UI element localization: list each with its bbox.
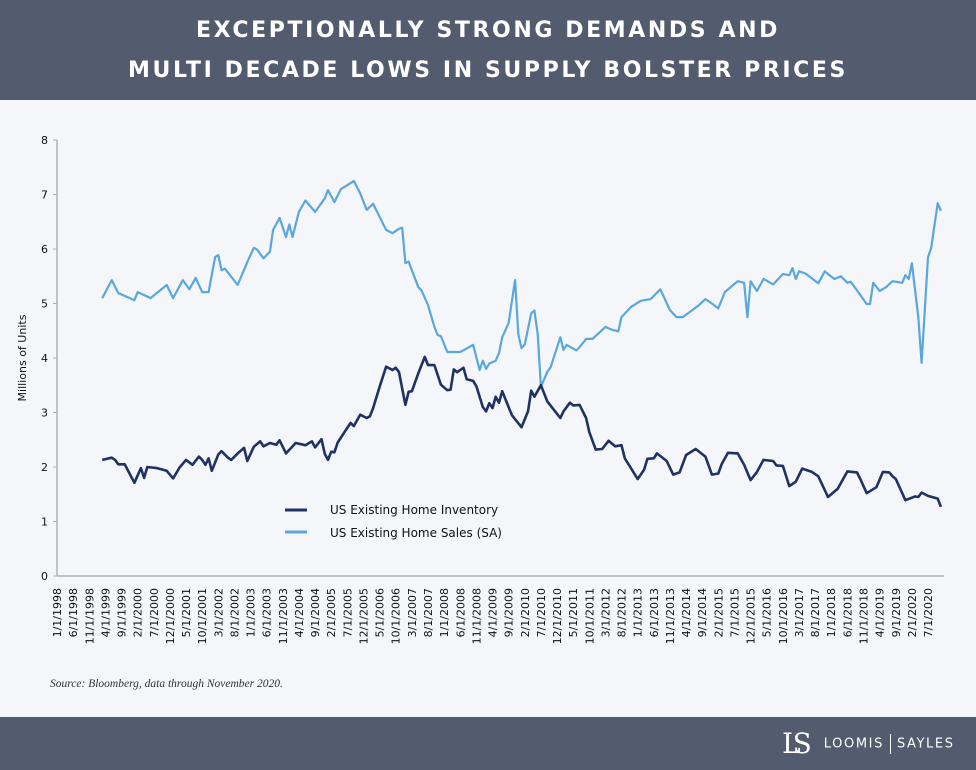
x-tick-label: 2/1/2010 [519,588,532,637]
x-tick-label: 9/1/2014 [696,588,709,637]
x-tick-label: 4/1/2019 [874,588,887,637]
legend-label-sales: US Existing Home Sales (SA) [330,526,502,540]
series-line-sales [101,179,942,388]
x-tick-label: 10/1/2016 [777,588,790,644]
title-banner: EXCEPTIONALLY STRONG DEMANDS AND MULTI D… [0,0,976,100]
y-tick-label: 3 [41,407,48,420]
x-tick-label: 11/1/2003 [277,588,290,644]
x-tick-label: 2/1/2005 [325,588,338,637]
x-tick-label: 11/1/2013 [664,588,677,644]
x-tick-label: 3/1/2007 [406,588,419,637]
line-chart: 0 1 2 3 4 5 6 7 8 1/1/1998 6/1/1998 11/1/1998 4/1/1… [16,134,944,644]
x-tick-label: 6/1/2003 [261,588,274,637]
x-tick-label: 1/1/2003 [245,588,258,637]
x-tick-label: 8/1/2017 [809,588,822,637]
y-tick-labels: 0 1 2 3 4 5 6 7 8 [41,134,57,583]
y-tick-label: 1 [41,516,48,529]
x-tick-label: 11/1/2008 [470,588,483,644]
footer-bar [0,717,976,770]
loomis-sayles-logo: LS LOOMIS SAYLES [782,727,955,761]
x-tick-label: 2/1/2000 [132,588,145,637]
x-tick-label: 5/1/2016 [761,588,774,637]
x-tick-label: 9/1/2009 [503,588,516,637]
x-tick-label: 7/1/2015 [728,588,741,637]
x-tick-label: 9/1/1999 [116,588,129,637]
x-tick-label: 4/1/2014 [680,588,693,637]
x-tick-label: 12/1/2015 [745,588,758,644]
x-tick-label: 12/1/2000 [164,588,177,644]
x-tick-label: 4/1/1999 [99,588,112,637]
x-tick-label: 1/1/2013 [632,588,645,637]
y-tick-label: 6 [41,243,48,256]
x-tick-label: 9/1/2019 [890,588,903,637]
x-tick-label: 6/1/2008 [454,588,467,637]
chart-title-line-1: EXCEPTIONALLY STRONG DEMANDS AND [196,18,780,43]
legend: US Existing Home Inventory US Existing H… [285,503,502,540]
x-tick-label: 10/1/2001 [196,588,209,644]
x-tick-label: 7/1/2005 [341,588,354,637]
source-note: Source: Bloomberg, data through November… [50,678,283,690]
x-tick-label: 7/1/2010 [535,588,548,637]
logo-text-left: LOOMIS [823,736,884,752]
y-tick-label: 2 [41,461,48,474]
x-tick-label: 4/1/2004 [293,588,306,637]
x-tick-label: 3/1/2012 [599,588,612,637]
x-tick-label: 3/1/2017 [793,588,806,637]
x-tick-label: 11/1/1998 [83,588,96,644]
x-tick-label: 8/1/2012 [616,588,629,637]
x-tick-label: 7/1/2020 [922,588,935,637]
x-tick-label: 9/1/2004 [309,588,322,637]
x-tick-label: 2/1/2015 [712,588,725,637]
x-tick-label: 4/1/2009 [487,588,500,637]
y-tick-label: 5 [41,298,48,311]
x-tick-label: 12/1/2005 [357,588,370,644]
x-tick-label: 5/1/2011 [567,588,580,637]
x-tick-label: 6/1/2013 [648,588,661,637]
x-tick-label: 1/1/2008 [438,588,451,637]
x-tick-label: 5/1/2006 [374,588,387,637]
x-tick-label: 1/1/2018 [825,588,838,637]
series-lines [101,179,943,508]
axes [56,140,944,577]
x-tick-label: 12/1/2010 [551,588,564,644]
x-tick-label: 1/1/1998 [51,588,64,637]
x-tick-label: 2/1/2020 [906,588,919,637]
x-tick-label: 5/1/2001 [180,588,193,637]
x-tick-label: 10/1/2006 [390,588,403,644]
y-tick-label: 0 [41,570,48,583]
y-axis-label: Millions of Units [16,314,29,401]
logo-text-right: SAYLES [896,736,955,752]
logo-wordmark: LOOMIS SAYLES [824,734,955,754]
y-tick-label: 8 [41,134,48,147]
legend-label-inventory: US Existing Home Inventory [330,503,498,517]
x-tick-labels: 1/1/1998 6/1/1998 11/1/1998 4/1/1999 9/1/199… [51,588,935,644]
x-tick-label: 8/1/2007 [422,588,435,637]
x-tick-label: 10/1/2011 [583,588,596,644]
x-tick-label: 3/1/2002 [212,588,225,637]
chart-title-line-2: MULTI DECADE LOWS IN SUPPLY BOLSTER PRIC… [128,58,848,83]
x-tick-label: 7/1/2000 [148,588,161,637]
y-tick-label: 7 [41,189,48,202]
x-tick-label: 6/1/2018 [841,588,854,637]
x-tick-label: 8/1/2002 [228,588,241,637]
y-tick-label: 4 [41,352,48,365]
series-line-inventory [101,355,943,508]
x-tick-label: 11/1/2018 [858,588,871,644]
logo-mark: LS [782,727,812,760]
x-tick-label: 6/1/1998 [67,588,80,637]
